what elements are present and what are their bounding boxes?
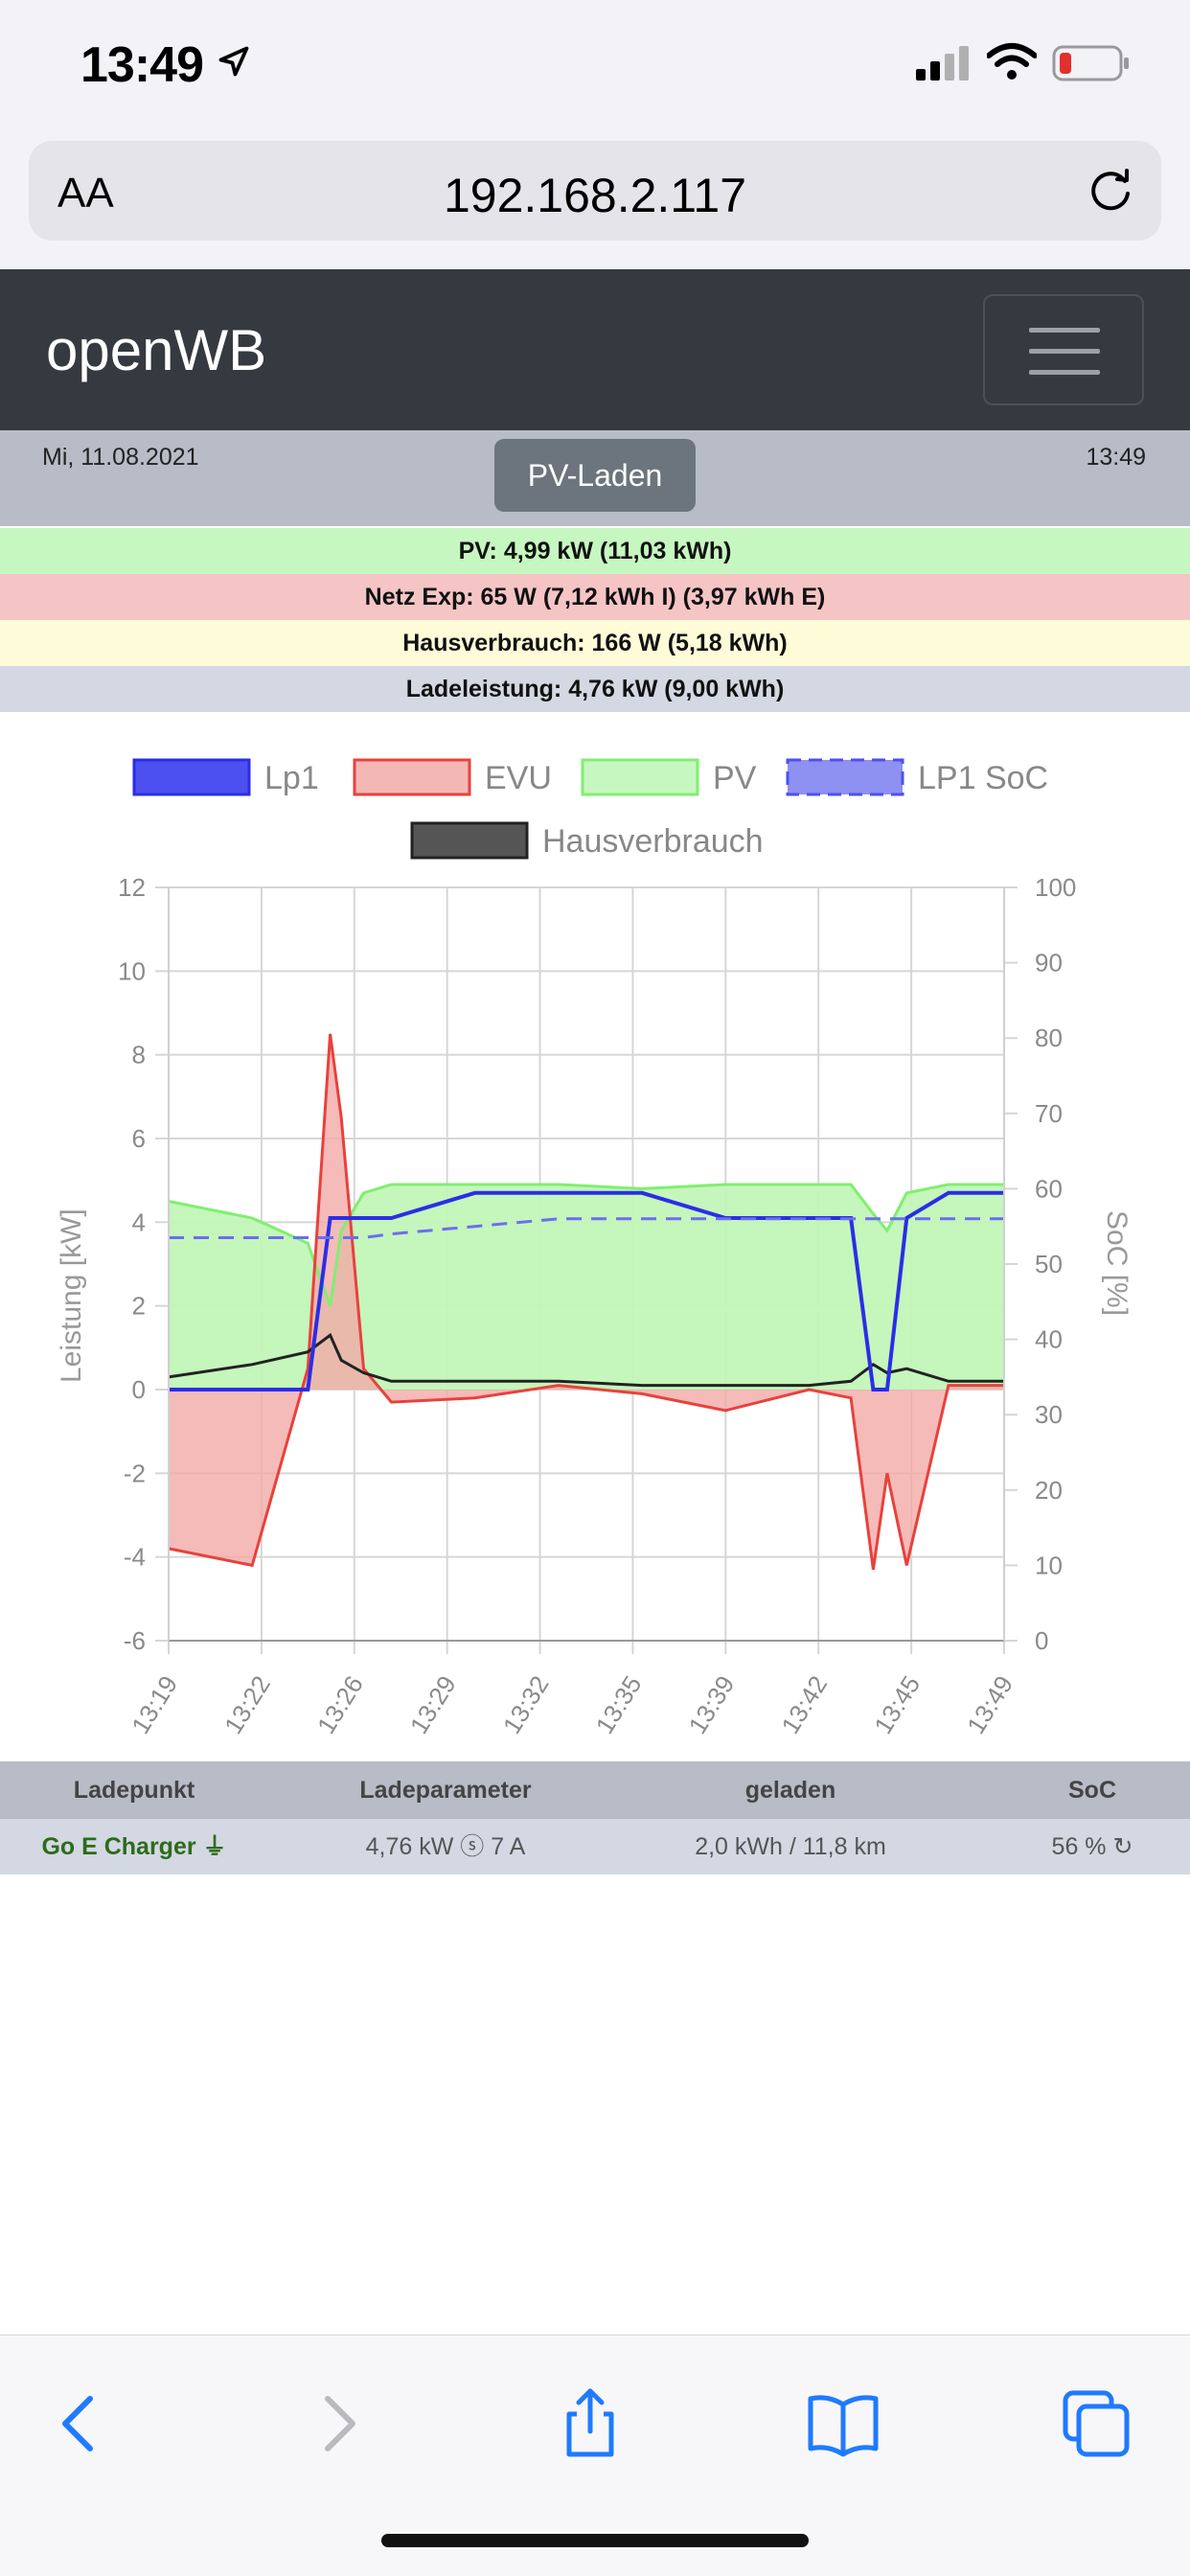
y-tick-label-left: 2 — [132, 1292, 146, 1321]
y-tick-label-right: 20 — [1035, 1476, 1063, 1505]
menu-toggle-button[interactable] — [983, 294, 1144, 405]
hausverbrauch-info-row: Hausverbrauch: 166 W (5,18 kWh) — [0, 620, 1190, 666]
y-tick-label-left: 4 — [132, 1208, 146, 1236]
refresh-soc-icon[interactable]: ↻ — [1112, 1833, 1133, 1860]
y-tick-label-right: 10 — [1035, 1551, 1063, 1579]
legend-item-lp1[interactable]: Lp1 — [132, 758, 319, 796]
chart-lines — [168, 1033, 1004, 1571]
cellular-signal-icon — [916, 46, 969, 80]
y-tick-label-left: -6 — [124, 1626, 146, 1655]
y-tick-label-right: 80 — [1035, 1024, 1063, 1052]
series-line-lp1 — [169, 1190, 1004, 1392]
y-axis-right-label: SoC [%] — [1101, 1210, 1133, 1316]
x-tick-label: 13:19 — [126, 1670, 183, 1738]
legend-label-pv: PV — [713, 760, 757, 796]
y-tick-label-left: 0 — [132, 1375, 146, 1404]
y-tick-label-right: 70 — [1035, 1099, 1063, 1128]
y-tick-label-right: 50 — [1035, 1250, 1063, 1278]
y-tick-label-right: 40 — [1035, 1325, 1063, 1354]
aa-label: AA — [57, 170, 114, 217]
charge-mode-button[interactable]: PV-Laden — [494, 439, 696, 512]
x-tick-label: 13:32 — [497, 1670, 555, 1738]
charge-parameters: 4,76 kW ⓢ 7 A — [365, 1833, 526, 1860]
legend-item-evu[interactable]: EVU — [353, 758, 552, 796]
x-tick-label: 13:42 — [775, 1670, 833, 1738]
ios-status-bar: 13:49 — [0, 0, 1190, 129]
series-line-lp1-soc — [169, 1217, 1004, 1239]
x-tick-label: 13:35 — [590, 1670, 648, 1738]
forward-icon[interactable] — [299, 2385, 376, 2462]
y-tick-label-left: 8 — [132, 1041, 146, 1070]
legend-item-hausverbrauch[interactable]: Hausverbrauch — [410, 821, 764, 860]
x-tick-label: 13:22 — [218, 1670, 276, 1738]
legend-label-lp1-soc: LP1 SoC — [918, 760, 1048, 796]
y-tick-label-right: 100 — [1035, 873, 1076, 902]
chart-legend: Lp1 EVU PV LP1 SoC Hausverbrauch — [132, 758, 1048, 860]
x-tick-label: 13:45 — [868, 1670, 926, 1738]
x-tick-label: 13:49 — [961, 1670, 1018, 1738]
series-area-evu — [169, 1033, 1004, 1570]
share-icon[interactable] — [552, 2385, 629, 2462]
app-navbar: openWB — [0, 269, 1190, 430]
header-soc: SoC — [1068, 1777, 1116, 1804]
y-axis-left-label: Leistung [kW] — [56, 1208, 87, 1383]
y-tick-label-left: 12 — [118, 873, 146, 902]
legend-label-evu: EVU — [485, 760, 552, 796]
legend-label-hausverbrauch: Hausverbrauch — [542, 823, 764, 860]
bookmarks-icon[interactable] — [805, 2385, 881, 2462]
date-mode-row: Mi, 11.08.2021 PV-Laden 13:49 — [0, 430, 1190, 526]
header-ladepunkt: Ladepunkt — [73, 1777, 195, 1804]
chargepoint-table-header: Ladepunkt Ladeparameter geladen SoC — [0, 1761, 1190, 1819]
battery-low-icon — [1052, 45, 1129, 81]
home-indicator — [381, 2534, 809, 2547]
header-ladeparameter: Ladeparameter — [359, 1777, 532, 1804]
brand-logo[interactable]: openWB — [46, 318, 267, 382]
status-time: 13:49 — [80, 37, 204, 93]
chargepoint-name-text: Go E Charger — [41, 1833, 196, 1860]
y-tick-label-left: -2 — [124, 1459, 146, 1487]
x-tick-label: 13:29 — [404, 1670, 462, 1738]
browser-address-area: AA 192.168.2.117 — [0, 129, 1190, 269]
pv-info-row: PV: 4,99 kW (11,03 kWh) — [0, 528, 1190, 574]
netz-info-row: Netz Exp: 65 W (7,12 kWh I) (3,97 kWh E) — [0, 574, 1190, 620]
url-text[interactable]: 192.168.2.117 — [443, 169, 747, 222]
back-icon[interactable] — [42, 2385, 119, 2462]
y-tick-label-left: 10 — [118, 956, 146, 985]
y-tick-label-left: -4 — [124, 1543, 146, 1572]
soc-value-text: 56 % — [1051, 1833, 1107, 1860]
plug-icon: ⏚ — [202, 1833, 227, 1860]
reload-icon[interactable] — [1085, 166, 1136, 218]
power-chart: Lp1 EVU PV LP1 SoC Hausverbrauch 12 10 8 6 4… — [56, 758, 1133, 1738]
soc-value[interactable]: 56 % ↻ — [968, 1819, 1190, 1874]
chargepoint-row[interactable]: Go E Charger ⏚ 4,76 kW ⓢ 7 A 2,0 kWh / 1… — [0, 1819, 1190, 1874]
y-tick-label-right: 60 — [1035, 1174, 1063, 1203]
legend-item-pv[interactable]: PV — [581, 758, 757, 796]
charged-amount: 2,0 kWh / 11,8 km — [695, 1833, 886, 1860]
x-tick-label: 13:39 — [682, 1670, 740, 1738]
series-line-evu — [168, 1033, 1004, 1571]
chart-areas — [169, 1033, 1004, 1570]
y-tick-label-right: 90 — [1035, 949, 1063, 978]
header-geladen: geladen — [744, 1777, 836, 1804]
reader-aa-button[interactable]: AA — [57, 170, 114, 218]
legend-label-lp1: Lp1 — [264, 760, 319, 796]
x-tick-label: 13:26 — [311, 1670, 369, 1738]
wifi-icon — [987, 43, 1037, 80]
location-arrow-icon — [218, 46, 249, 77]
series-area-pv — [169, 1184, 1004, 1390]
ladeleistung-info-row: Ladeleistung: 4,76 kW (9,00 kWh) — [0, 666, 1190, 712]
chargepoint-name[interactable]: Go E Charger ⏚ — [0, 1819, 268, 1874]
legend-item-lp1-soc[interactable]: LP1 SoC — [786, 758, 1048, 796]
y-tick-label-right: 0 — [1035, 1626, 1048, 1655]
hamburger-icon — [1029, 328, 1100, 333]
y-tick-label-right: 30 — [1035, 1400, 1063, 1429]
series-line-pv — [168, 1183, 1004, 1307]
y-tick-label-left: 6 — [132, 1124, 146, 1153]
current-date: Mi, 11.08.2021 — [42, 444, 199, 471]
address-bar[interactable]: AA 192.168.2.117 — [29, 141, 1161, 241]
tabs-icon[interactable] — [1058, 2385, 1134, 2462]
current-time: 13:49 — [1086, 444, 1146, 471]
